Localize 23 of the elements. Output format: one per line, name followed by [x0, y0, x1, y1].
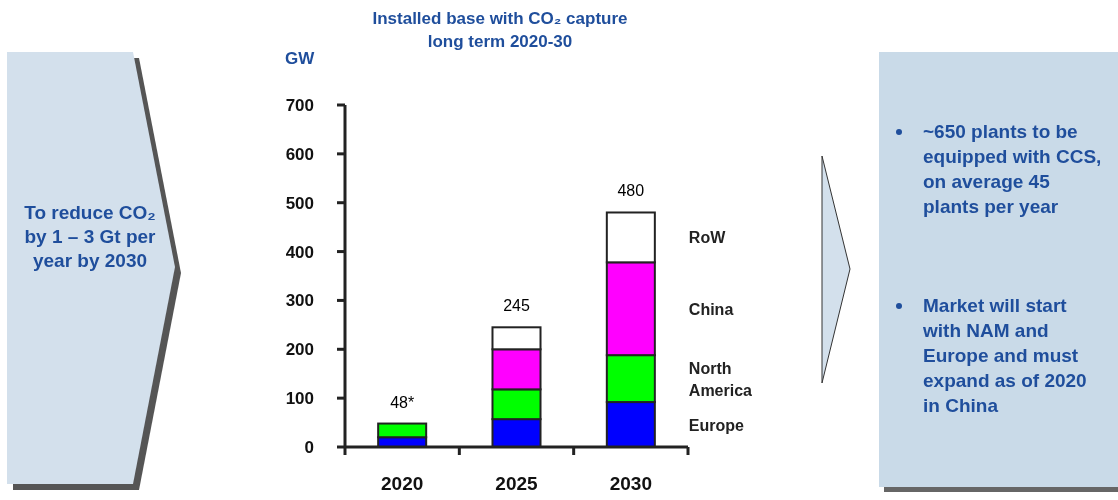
y-tick-label: 500 [285, 193, 314, 213]
y-tick-label: 700 [285, 96, 314, 115]
text: North America [688, 359, 753, 399]
text: Market will start with NAM and Europe and must expand as of 2020 in China [922, 295, 1087, 416]
y-tick-label: 200 [285, 340, 314, 360]
total-label: 480 [617, 182, 645, 200]
x-tick-label: 2025 [495, 473, 539, 494]
total-label: 48* [390, 393, 415, 411]
text: ~650 plants to be equipped with CCS, on average 45 plants per year [923, 121, 1102, 217]
x-tick-label: 2020 [381, 473, 424, 494]
x-tick-label: 2030 [609, 473, 652, 494]
y-tick-label: 300 [285, 291, 314, 311]
y-tick-label: 600 [285, 144, 314, 164]
chart-title: Installed base with CO₂ capture long term 2020-30 [372, 9, 628, 51]
text: China [688, 300, 734, 318]
y-axis-title: GW [285, 49, 316, 68]
text: To reduce CO₂ by 1 – 3 Gt per year by 2030 [24, 202, 157, 271]
text: Europe [688, 416, 745, 434]
y-tick-label: 100 [285, 389, 314, 409]
text: RoW [688, 229, 727, 247]
y-tick-label: 400 [285, 242, 314, 262]
total-label: 245 [503, 297, 530, 315]
y-tick-label: 0 [304, 438, 314, 457]
